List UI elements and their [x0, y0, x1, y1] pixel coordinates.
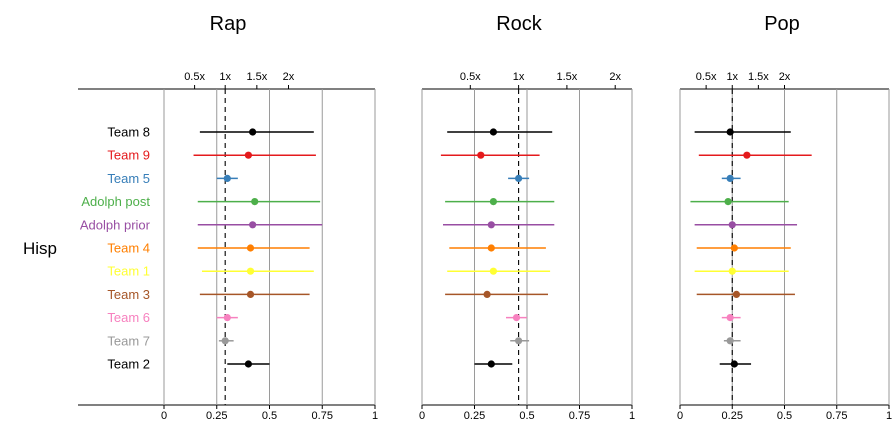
point-estimate	[512, 314, 521, 322]
x-tick-label: 0.5	[519, 410, 534, 422]
panel-rock: Rock 0 0.25 0.5 0.75 1 0.5x 1x 1.5x 2x	[419, 13, 635, 422]
team-label: Team 9	[107, 148, 150, 163]
point-estimate	[728, 221, 736, 229]
point-estimate	[489, 267, 497, 275]
row-facet-label: Hisp	[23, 239, 57, 258]
top-tick-label: 0.5x	[696, 71, 717, 83]
panel-title: Rap	[210, 13, 247, 35]
point-estimate	[515, 337, 523, 345]
point-estimate	[223, 314, 231, 322]
x-tick-label: 1	[372, 410, 378, 422]
x-tick-label: 0	[677, 410, 683, 422]
x-tick-label: 1	[629, 410, 635, 422]
point-estimate	[223, 174, 231, 182]
team-label: Adolph post	[81, 194, 150, 209]
x-tick-label: 0.75	[312, 410, 333, 422]
point-estimate	[730, 244, 738, 252]
point-estimate	[515, 174, 523, 182]
team-label: Adolph prior	[80, 217, 151, 232]
point-estimate	[730, 360, 738, 368]
point-estimate	[487, 360, 495, 368]
point-estimate	[249, 128, 257, 136]
team-label: Team 3	[107, 287, 150, 302]
point-estimate	[726, 174, 734, 182]
panel-pop: Pop 0 0.25 0.5 0.75 1 0.5x 1x 1.5x 2x	[677, 13, 892, 422]
point-estimate	[728, 267, 736, 275]
point-estimate	[246, 290, 255, 298]
point-estimate	[477, 151, 485, 159]
x-tick-label: 0.75	[569, 410, 590, 422]
top-tick-label: 1.5x	[246, 71, 267, 83]
point-estimate	[732, 290, 741, 298]
top-tick-label: 2x	[283, 71, 295, 83]
point-estimate	[726, 337, 734, 345]
point-estimate	[487, 244, 495, 252]
top-tick-label: 1x	[219, 71, 231, 83]
top-tick-label: 1x	[726, 71, 738, 83]
x-tick-label: 0.75	[826, 410, 847, 422]
x-tick-label: 1	[886, 410, 892, 422]
point-estimate	[489, 128, 497, 136]
team-label: Team 4	[107, 241, 150, 256]
x-tick-label: 0	[419, 410, 425, 422]
team-label: Team 7	[107, 333, 150, 348]
top-tick-label: 2x	[779, 71, 791, 83]
x-tick-label: 0.25	[206, 410, 227, 422]
point-estimate	[487, 221, 495, 229]
top-tick-label: 1.5x	[557, 71, 578, 83]
top-tick-label: 0.5x	[460, 71, 481, 83]
point-estimate	[726, 128, 734, 136]
point-estimate	[249, 221, 257, 229]
x-tick-label: 0.25	[722, 410, 743, 422]
point-estimate	[489, 198, 497, 206]
team-label: Team 6	[107, 310, 150, 325]
point-estimate	[246, 244, 255, 252]
team-label: Team 1	[107, 264, 150, 279]
team-label: Team 5	[107, 171, 150, 186]
point-estimate	[244, 151, 252, 159]
top-tick-label: 1x	[513, 71, 525, 83]
top-tick-label: 1.5x	[748, 71, 769, 83]
point-estimate	[724, 198, 732, 206]
panel-rap: Rap 0 0.25 0.5 0.75 1 0.5x 1x 1.5x 2x	[78, 13, 378, 422]
team-label: Team 8	[107, 125, 150, 140]
x-tick-label: 0.5	[777, 410, 792, 422]
x-tick-label: 0	[161, 410, 167, 422]
point-estimate	[251, 198, 259, 206]
team-label: Team 2	[107, 357, 150, 372]
x-tick-label: 0.5	[262, 410, 277, 422]
top-tick-label: 0.5x	[184, 71, 205, 83]
point-estimate	[743, 151, 751, 159]
panel-title: Pop	[764, 13, 800, 35]
point-estimate	[483, 290, 491, 298]
point-estimate	[726, 314, 734, 322]
x-tick-label: 0.25	[464, 410, 485, 422]
top-tick-label: 2x	[609, 71, 621, 83]
panel-title: Rock	[496, 13, 543, 35]
point-estimate	[221, 337, 229, 345]
point-estimate	[244, 360, 252, 368]
point-estimate	[246, 267, 255, 275]
